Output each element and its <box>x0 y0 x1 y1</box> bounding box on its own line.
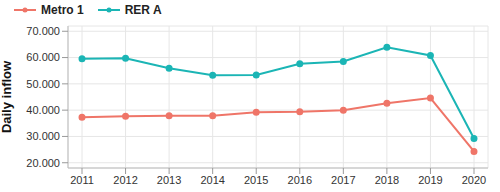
html-text:RER A: RER A <box>124 3 162 17</box>
svg-text:2013: 2013 <box>157 174 181 186</box>
html-text:Metro 1: Metro 1 <box>41 3 84 17</box>
svg-text:2016: 2016 <box>288 174 312 186</box>
svg-text:2011: 2011 <box>70 174 94 186</box>
svg-text:50.000: 50.000 <box>26 78 60 90</box>
svg-text:2014: 2014 <box>200 174 224 186</box>
svg-text:2015: 2015 <box>244 174 268 186</box>
svg-text:70.000: 70.000 <box>26 25 60 37</box>
svg-text:2019: 2019 <box>418 174 442 186</box>
svg-text:30.000: 30.000 <box>26 130 60 142</box>
svg-text:2018: 2018 <box>375 174 399 186</box>
svg-text:2020: 2020 <box>462 174 486 186</box>
svg-text:Daily inflow: Daily inflow <box>8 60 14 133</box>
svg-text:40.000: 40.000 <box>26 104 60 116</box>
svg-text:2012: 2012 <box>113 174 137 186</box>
svg-text:60.000: 60.000 <box>26 51 60 63</box>
svg-text:2017: 2017 <box>331 174 355 186</box>
svg-text:20.000: 20.000 <box>26 157 60 169</box>
